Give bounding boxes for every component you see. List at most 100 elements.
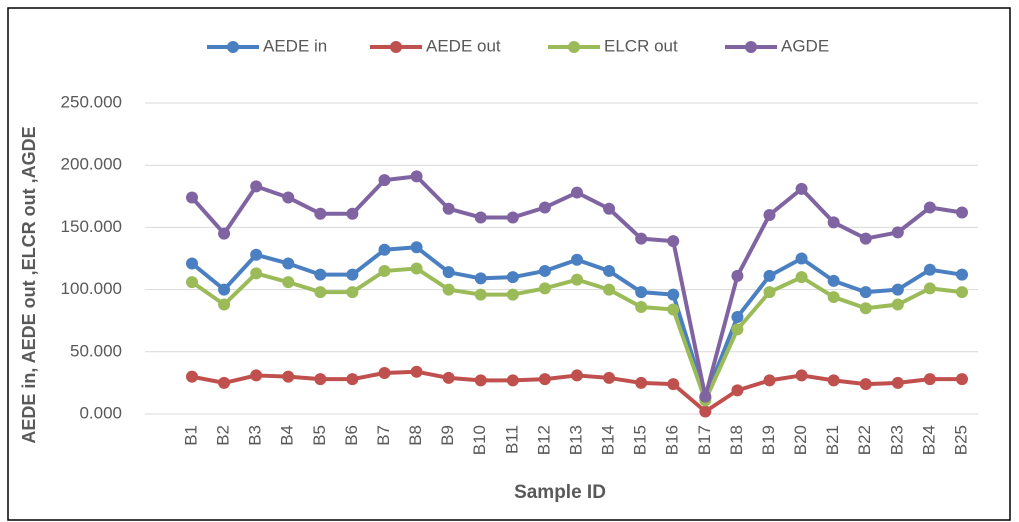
x-tick-label: B21 (823, 425, 842, 455)
x-tick-label: B2 (214, 425, 233, 446)
y-tick-label: 200.000 (61, 155, 122, 174)
legend-marker (745, 41, 757, 53)
data-point (442, 202, 455, 215)
y-tick-label: 250.000 (61, 92, 122, 111)
data-point (859, 378, 872, 391)
data-point (506, 374, 519, 387)
data-point (731, 323, 744, 336)
data-point (571, 253, 583, 266)
data-point (827, 374, 840, 387)
data-point (956, 268, 968, 281)
data-point (859, 286, 872, 299)
x-tick-label: B8 (406, 425, 425, 446)
data-point (506, 211, 519, 224)
data-point (859, 302, 872, 315)
data-point (218, 227, 231, 240)
y-tick-label: 150.000 (61, 217, 122, 236)
data-point (827, 216, 840, 229)
data-point (956, 206, 968, 219)
data-point (410, 262, 423, 275)
legend-label: AEDE in (263, 36, 327, 55)
data-point (667, 235, 680, 248)
data-point (474, 272, 487, 285)
data-point (923, 263, 936, 276)
data-point (635, 286, 648, 299)
data-point (378, 366, 391, 379)
data-point (410, 170, 423, 183)
data-point (474, 211, 487, 224)
data-point (731, 384, 744, 397)
data-point (346, 207, 359, 220)
x-tick-label: B20 (791, 425, 810, 455)
data-point (378, 243, 391, 256)
x-tick-label: B15 (631, 425, 650, 455)
x-tick-label: B19 (759, 425, 778, 455)
data-point (571, 369, 583, 382)
data-point (763, 286, 776, 299)
data-point (186, 257, 198, 270)
y-tick-label: 0.000 (79, 403, 122, 422)
data-point (923, 282, 936, 295)
legend-label: AEDE out (426, 36, 501, 55)
data-point (314, 207, 327, 220)
x-tick-label: B12 (534, 425, 553, 455)
data-point (603, 202, 616, 215)
data-point (699, 405, 712, 418)
x-tick-label: B3 (246, 425, 265, 446)
y-axis-title: AEDE in, AEDE out ,ELCR out ,AGDE (19, 126, 39, 443)
data-point (827, 274, 840, 287)
data-point (699, 390, 712, 403)
data-point (186, 276, 198, 289)
x-tick-label: B6 (342, 425, 361, 446)
data-point (506, 288, 519, 301)
data-point (635, 376, 648, 389)
data-point (346, 268, 359, 281)
x-tick-label: B9 (438, 425, 457, 446)
data-point (442, 283, 455, 296)
data-point (603, 283, 616, 296)
data-point (186, 191, 198, 204)
data-point (956, 286, 968, 299)
x-axis-title: Sample ID (514, 482, 606, 503)
data-point (635, 301, 648, 314)
data-point (282, 370, 295, 383)
data-point (218, 283, 231, 296)
data-point (795, 271, 808, 284)
data-point (538, 282, 551, 295)
x-tick-label: B16 (663, 425, 682, 455)
data-point (795, 252, 808, 265)
data-point (667, 288, 680, 301)
legend-label: ELCR out (604, 36, 678, 55)
data-point (891, 376, 904, 389)
data-point (282, 276, 295, 289)
x-tick-label: B24 (919, 425, 938, 455)
data-point (378, 174, 391, 187)
data-point (474, 288, 487, 301)
data-point (956, 373, 968, 386)
data-point (667, 378, 680, 391)
data-point (186, 370, 198, 383)
x-tick-label: B17 (695, 425, 714, 455)
data-point (571, 186, 583, 199)
data-point (442, 266, 455, 279)
x-tick-label: B22 (855, 425, 874, 455)
x-tick-label: B25 (951, 425, 970, 455)
y-tick-label: 100.000 (61, 279, 122, 298)
x-tick-label: B5 (310, 425, 329, 446)
data-point (603, 371, 616, 384)
data-point (763, 269, 776, 282)
data-point (635, 232, 648, 245)
x-tick-label: B4 (278, 425, 297, 446)
legend-marker (227, 41, 239, 53)
x-tick-label: B13 (566, 425, 585, 455)
legend-label: AGDE (781, 36, 829, 55)
x-tick-label: B18 (727, 425, 746, 455)
x-tick-label: B14 (599, 425, 618, 455)
data-point (250, 248, 263, 261)
data-point (667, 303, 680, 316)
data-point (859, 232, 872, 245)
y-tick-label: 50.000 (70, 341, 122, 360)
data-point (763, 208, 776, 221)
data-point (538, 264, 551, 277)
